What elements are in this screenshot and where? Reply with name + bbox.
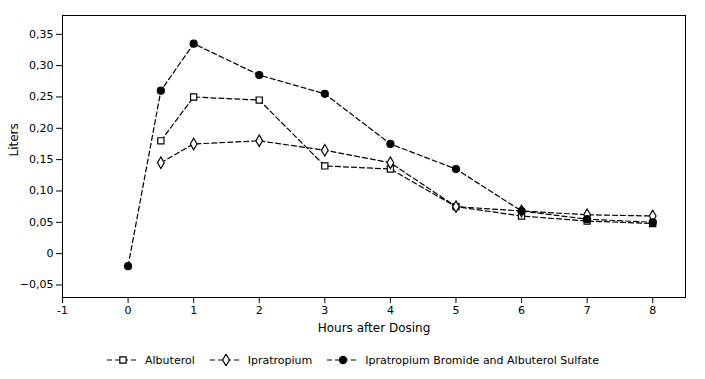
html-text:Ipratropium Bromide and Albute: Ipratropium Bromide and Albuterol Sulfat…	[365, 353, 599, 367]
svg-text:3: 3	[321, 304, 328, 317]
svg-text:4: 4	[387, 304, 394, 317]
svg-text:0,25: 0,25	[29, 90, 54, 103]
svg-text:0,05: 0,05	[29, 216, 54, 229]
svg-text:0,35: 0,35	[29, 28, 54, 41]
html-text:Ipratropium: Ipratropium	[247, 353, 313, 367]
svg-text:7: 7	[584, 304, 591, 317]
svg-text:0,30: 0,30	[29, 59, 54, 72]
svg-text:Liters: Liters	[7, 123, 21, 156]
svg-text:2: 2	[256, 304, 263, 317]
svg-text:Hours after Dosing: Hours after Dosing	[318, 321, 431, 335]
svg-text:0: 0	[125, 304, 132, 317]
svg-text:5: 5	[452, 304, 459, 317]
svg-text:0,20: 0,20	[29, 122, 54, 135]
svg-text:-1: -1	[57, 304, 68, 317]
svg-text:8: 8	[649, 304, 656, 317]
svg-text:6: 6	[518, 304, 525, 317]
svg-text:0,10: 0,10	[29, 184, 54, 197]
html-text:Albuterol: Albuterol	[145, 353, 195, 367]
svg-text:−0,05: −0,05	[20, 278, 54, 291]
svg-text:1: 1	[190, 304, 197, 317]
svg-text:0: 0	[47, 247, 54, 260]
svg-text:0,15: 0,15	[29, 153, 54, 166]
